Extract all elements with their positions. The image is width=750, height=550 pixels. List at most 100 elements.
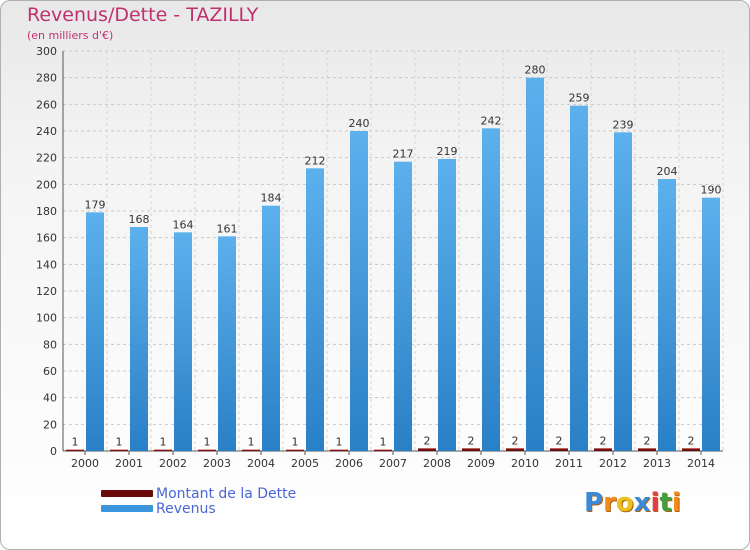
data-label-revenus: 212 [305,154,326,167]
data-label-dette: 1 [380,436,387,449]
y-tick-label: 240 [36,125,57,138]
data-label-dette: 2 [688,434,695,447]
bar-dette [418,448,436,451]
bar-revenus [570,105,588,452]
data-label-revenus: 179 [85,198,106,211]
data-label-revenus: 280 [525,64,546,77]
x-tick-label: 2010 [511,457,539,470]
bar-dette [550,448,568,451]
y-tick-label: 60 [43,365,57,378]
bar-revenus [614,132,632,452]
legend-label-dette: Montant de la Dette [156,486,297,502]
bar-revenus [306,168,324,452]
bar-dette [198,449,216,452]
data-label-revenus: 161 [217,222,238,235]
data-label-revenus: 240 [349,117,370,130]
y-tick-label: 200 [36,178,57,191]
data-label-dette: 2 [468,434,475,447]
bar-dette [462,448,480,451]
data-label-revenus: 217 [393,148,414,161]
y-tick-label: 40 [43,392,57,405]
bar-dette [506,448,524,451]
data-label-dette: 1 [72,436,79,449]
x-tick-label: 2001 [115,457,143,470]
x-tick-label: 2002 [159,457,187,470]
data-label-dette: 1 [248,436,255,449]
data-label-dette: 1 [292,436,299,449]
x-tick-label: 2000 [71,457,99,470]
x-tick-label: 2006 [335,457,363,470]
data-label-revenus: 242 [481,114,502,127]
x-tick-label: 2003 [203,457,231,470]
data-label-dette: 2 [600,434,607,447]
data-label-dette: 2 [512,434,519,447]
data-label-revenus: 239 [613,118,634,131]
legend-swatch-dette [101,490,153,497]
chart-subtitle: (en milliers d'€) [27,29,114,42]
data-label-revenus: 164 [173,218,194,231]
y-tick-label: 120 [36,285,57,298]
bar-dette [286,449,304,452]
data-label-revenus: 184 [261,192,282,205]
data-label-dette: 1 [116,436,123,449]
bar-revenus [438,159,456,451]
y-tick-label: 80 [43,338,57,351]
y-tick-label: 180 [36,205,57,218]
data-label-revenus: 204 [657,165,678,178]
y-tick-label: 100 [36,312,57,325]
data-label-revenus: 219 [437,145,458,158]
data-label-revenus: 168 [129,213,150,226]
data-label-revenus: 259 [569,92,590,105]
data-label-dette: 2 [644,434,651,447]
bar-revenus [350,131,368,451]
y-tick-label: 20 [43,418,57,431]
bar-dette [682,448,700,451]
bar-dette [594,448,612,451]
x-tick-label: 2014 [687,457,715,470]
y-tick-label: 0 [50,445,57,458]
bar-dette [330,449,348,452]
y-tick-label: 260 [36,98,57,111]
data-label-dette: 1 [204,436,211,449]
bar-dette [66,449,84,452]
data-label-dette: 1 [160,436,167,449]
data-label-dette: 1 [336,436,343,449]
x-tick-label: 2012 [599,457,627,470]
y-tick-label: 300 [36,45,57,58]
y-tick-label: 220 [36,152,57,165]
data-label-dette: 2 [424,434,431,447]
bar-revenus [526,77,544,452]
bar-dette [374,449,392,452]
x-tick-label: 2011 [555,457,583,470]
bar-dette [110,449,128,452]
data-label-dette: 2 [556,434,563,447]
legend-label-revenus: Revenus [156,501,216,517]
y-tick-label: 140 [36,258,57,271]
chart-title: Revenus/Dette - TAZILLY [27,4,259,26]
bar-revenus [218,236,236,451]
x-tick-label: 2004 [247,457,275,470]
x-tick-label: 2008 [423,457,451,470]
y-tick-label: 160 [36,232,57,245]
bar-revenus [658,179,676,451]
data-label-revenus: 190 [701,184,722,197]
x-tick-label: 2005 [291,457,319,470]
x-tick-label: 2009 [467,457,495,470]
bar-dette [242,449,260,452]
bar-revenus [130,227,148,451]
x-tick-label: 2013 [643,457,671,470]
bar-dette [154,449,172,452]
bar-revenus [394,161,412,451]
y-tick-label: 280 [36,72,57,85]
x-tick-label: 2007 [379,457,407,470]
proxiti-logo: Proxiti [584,488,681,518]
bar-revenus [86,212,104,451]
bar-revenus [262,205,280,451]
bar-revenus [702,197,720,451]
bar-revenus [482,128,500,451]
legend-swatch-revenus [101,505,153,512]
bar-revenus [174,232,192,451]
bar-dette [638,448,656,451]
